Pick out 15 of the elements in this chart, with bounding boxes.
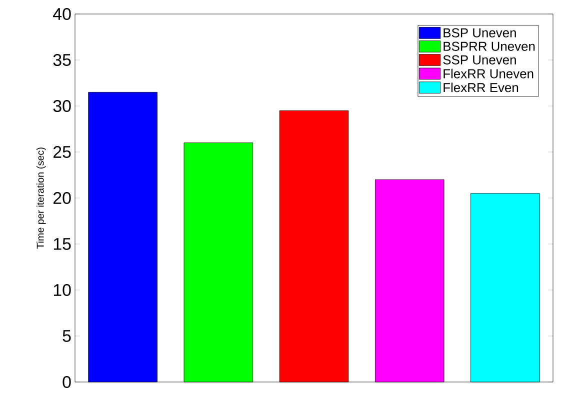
y-tick-label: 25 [54,146,71,158]
y-tick-label: 35 [53,54,71,66]
y-tick-label: 5 [62,330,71,342]
y-tick-label: 40 [53,8,71,20]
y-tick-label: 10 [54,284,71,296]
y-tick-label: 20 [54,192,71,204]
y-tick-label: 0 [62,376,71,388]
y-axis-title: Time per iteration (sec) [36,148,46,249]
legend-label: FlexRR Uneven [444,68,534,78]
legend-label: BSPRR Uneven [444,42,535,51]
y-tick-label: 30 [53,100,71,112]
legend-label: SSP Uneven [443,55,516,64]
legend-label: FlexRR Even [444,82,518,92]
legend-label: BSP Uneven [444,28,516,38]
y-tick-label: 15 [54,238,71,250]
